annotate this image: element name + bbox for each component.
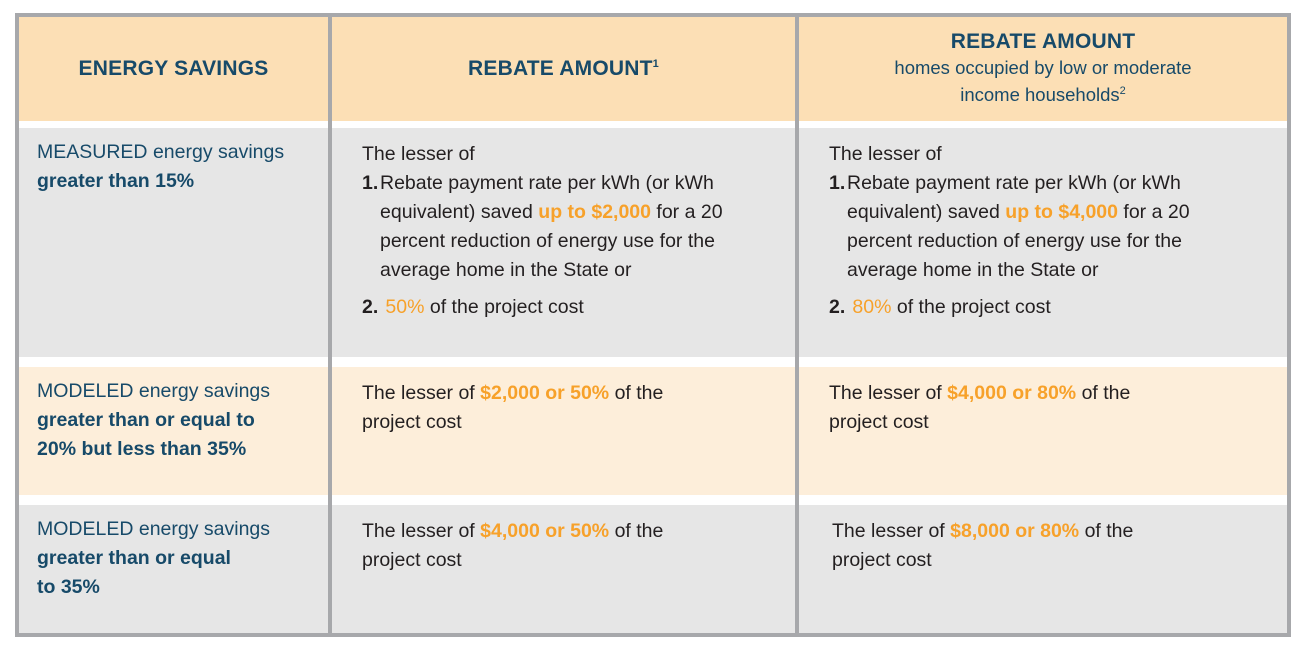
criteria-text: MODELED energy savings greater than or e… xyxy=(19,505,328,602)
header-subtitle: homes occupied by low or moderate xyxy=(894,57,1192,78)
option-text: 80% of the project cost xyxy=(847,293,1051,322)
option-number: 2. xyxy=(829,296,846,318)
rebate-text-pre: The lesser of xyxy=(362,520,481,542)
rebate-highlight: $2,000 or 50% xyxy=(480,382,610,404)
header-title: REBATE AMOUNT1 xyxy=(468,57,659,81)
option-text-post: for a 20 percent reduction of energy use… xyxy=(847,201,1190,281)
option-text-pre: Rebate payment rate per kWh (or kWh equi… xyxy=(380,172,714,223)
rebate-option-1: 1. Rebate payment rate per kWh (or kWh e… xyxy=(362,169,775,285)
option-number: 1. xyxy=(362,172,379,194)
rebate-text-pre: The lesser of xyxy=(829,382,948,404)
criteria-label: energy savings xyxy=(133,380,271,402)
criteria-threshold: greater than 15% xyxy=(37,170,195,192)
option-text: 50% of the project cost xyxy=(380,293,584,322)
criteria-threshold: greater than or equal xyxy=(37,547,231,569)
rebate-highlight: $4,000 or 80% xyxy=(947,382,1077,404)
option-text-post: of the project cost xyxy=(424,296,584,318)
rebate-text-post: of the xyxy=(609,382,664,404)
column-divider xyxy=(328,17,332,633)
percent-highlight: 50% xyxy=(385,296,425,318)
option-text: Rebate payment rate per kWh (or kWh equi… xyxy=(380,169,775,285)
rebate-intro: The lesser of xyxy=(362,143,475,165)
table-cell-modeled-20-35-standard: The lesser of $2,000 or 50% of the proje… xyxy=(332,367,795,495)
criteria-label: energy savings xyxy=(147,141,285,163)
header-title-text: REBATE AMOUNT xyxy=(468,57,653,80)
percent-highlight: 80% xyxy=(852,296,892,318)
rebate-text-post: project cost xyxy=(362,549,462,571)
rebate-text: The lesser of 1. Rebate payment rate per… xyxy=(332,128,795,322)
rebate-option-1: 1. Rebate payment rate per kWh (or kWh e… xyxy=(829,169,1247,285)
rebate-text: The lesser of 1. Rebate payment rate per… xyxy=(799,128,1287,322)
criteria-type: MODELED xyxy=(37,518,134,540)
table-cell-modeled-35-low-moderate: The lesser of $8,000 or 80% of the proje… xyxy=(799,505,1287,633)
rebate-text: The lesser of $2,000 or 50% of the proje… xyxy=(332,367,795,437)
criteria-text: MODELED energy savings greater than or e… xyxy=(19,367,328,464)
criteria-text: MEASURED energy savings greater than 15% xyxy=(19,128,328,196)
header-title: ENERGY SAVINGS xyxy=(78,57,269,80)
rebate-text: The lesser of $4,000 or 50% of the proje… xyxy=(332,505,795,575)
criteria-threshold: to 35% xyxy=(37,576,100,598)
table-row-measured-criteria: MEASURED energy savings greater than 15% xyxy=(19,128,328,357)
criteria-type: MEASURED xyxy=(37,141,148,163)
header-subtitle-text: income households xyxy=(960,84,1120,105)
rebate-text-pre: The lesser of xyxy=(832,520,951,542)
header-rebate-amount-low-moderate: REBATE AMOUNT homes occupied by low or m… xyxy=(799,17,1287,121)
header-subtitle: income households2 xyxy=(960,81,1126,108)
rebate-highlight: $4,000 or 50% xyxy=(480,520,610,542)
table-row-modeled-20-35-criteria: MODELED energy savings greater than or e… xyxy=(19,367,328,495)
criteria-threshold: 20% but less than 35% xyxy=(37,438,247,460)
rebate-text-post: project cost xyxy=(832,549,932,571)
rebate-option-2: 2. 80% of the project cost xyxy=(829,293,1247,322)
rebate-table: ENERGY SAVINGS REBATE AMOUNT1 REBATE AMO… xyxy=(15,13,1291,637)
footnote-marker: 1 xyxy=(652,58,659,70)
option-number: 2. xyxy=(362,296,379,318)
criteria-type: MODELED xyxy=(37,380,134,402)
option-number: 1. xyxy=(829,172,846,194)
rebate-text-pre: The lesser of xyxy=(362,382,481,404)
rebate-option-2: 2. 50% of the project cost xyxy=(362,293,775,322)
rebate-text-post: of the xyxy=(1079,520,1134,542)
table-cell-measured-standard: The lesser of 1. Rebate payment rate per… xyxy=(332,128,795,357)
header-rebate-amount: REBATE AMOUNT1 xyxy=(332,17,795,121)
rebate-text-post: project cost xyxy=(362,411,462,433)
footnote-marker: 2 xyxy=(1119,84,1126,97)
table-cell-modeled-20-35-low-moderate: The lesser of $4,000 or 80% of the proje… xyxy=(799,367,1287,495)
table-cell-modeled-35-standard: The lesser of $4,000 or 50% of the proje… xyxy=(332,505,795,633)
option-text-pre: Rebate payment rate per kWh (or kWh equi… xyxy=(847,172,1181,223)
table-cell-measured-low-moderate: The lesser of 1. Rebate payment rate per… xyxy=(799,128,1287,357)
option-text: Rebate payment rate per kWh (or kWh equi… xyxy=(847,169,1247,285)
criteria-threshold: greater than or equal to xyxy=(37,409,255,431)
rebate-cap-highlight: up to $4,000 xyxy=(1005,201,1118,223)
column-divider xyxy=(795,17,799,633)
table-row-modeled-35-criteria: MODELED energy savings greater than or e… xyxy=(19,505,328,633)
rebate-highlight: $8,000 or 80% xyxy=(950,520,1080,542)
rebate-text-post: of the xyxy=(609,520,664,542)
rebate-text: The lesser of $8,000 or 80% of the proje… xyxy=(799,505,1287,575)
option-text-post: for a 20 percent reduction of energy use… xyxy=(380,201,723,281)
rebate-text-post: of the xyxy=(1076,382,1131,404)
header-energy-savings: ENERGY SAVINGS xyxy=(19,17,328,121)
header-title: REBATE AMOUNT xyxy=(950,30,1136,53)
rebate-text-post: project cost xyxy=(829,411,929,433)
option-text-post: of the project cost xyxy=(891,296,1051,318)
rebate-intro: The lesser of xyxy=(829,143,942,165)
rebate-cap-highlight: up to $2,000 xyxy=(538,201,651,223)
rebate-text: The lesser of $4,000 or 80% of the proje… xyxy=(799,367,1287,437)
criteria-label: energy savings xyxy=(133,518,271,540)
